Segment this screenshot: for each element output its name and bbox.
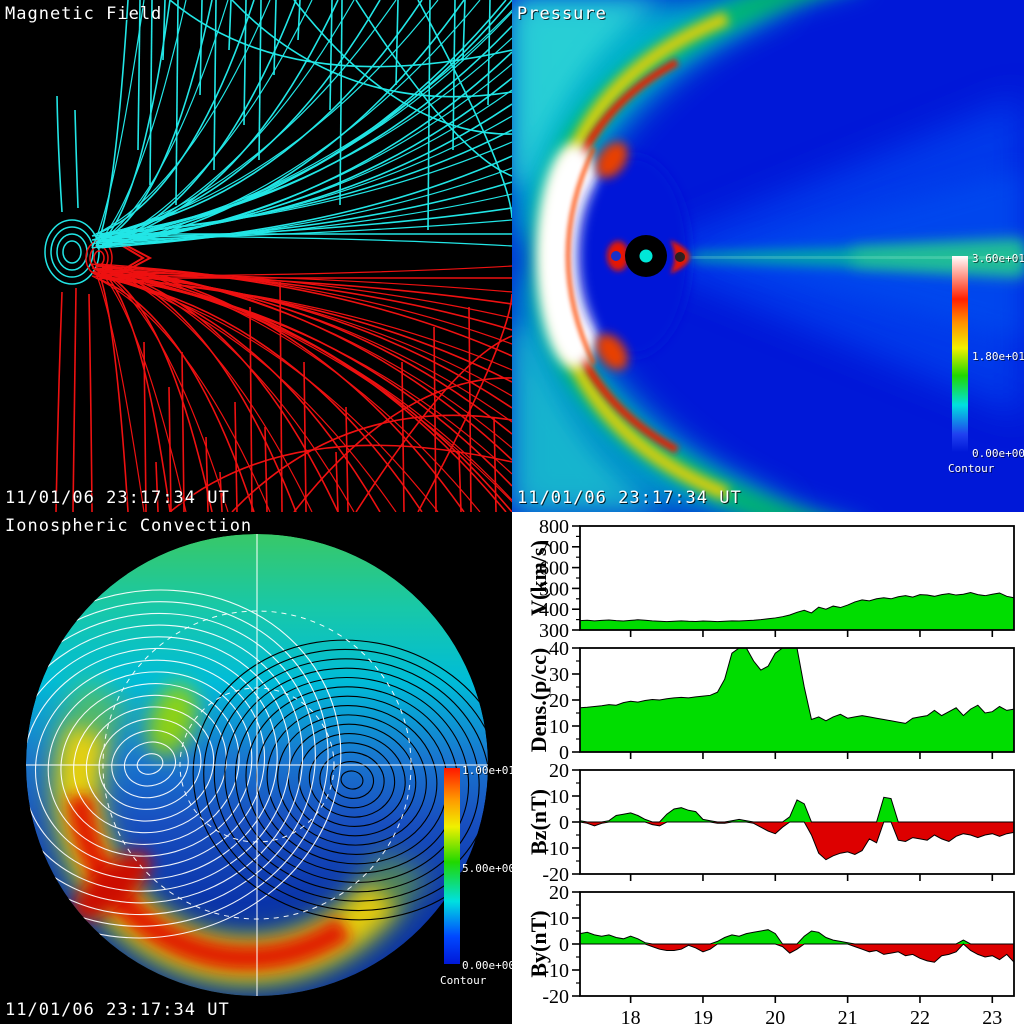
svg-text:30: 30 xyxy=(549,664,569,686)
magnetic-field-timestamp: 11/01/06 23:17:34 UT xyxy=(5,488,230,508)
y-axis-label-0: V(km/s) xyxy=(526,540,551,616)
svg-text:21: 21 xyxy=(838,1007,858,1024)
svg-text:0: 0 xyxy=(559,742,569,764)
svg-text:0: 0 xyxy=(559,812,569,834)
y-axis-label-3: By(nT) xyxy=(526,910,551,977)
ionospheric-convection-title: Ionospheric Convection xyxy=(5,516,253,536)
convection-colorbar-min: 0.00e+00 xyxy=(462,959,512,972)
pressure-title: Pressure xyxy=(517,4,607,24)
magnetic-field-panel: Magnetic Field 11/01/06 23:17:34 UT xyxy=(0,0,512,512)
pressure-timestamp: 11/01/06 23:17:34 UT xyxy=(517,488,742,508)
y-axis-label-1: Dens.(p/cc) xyxy=(526,648,551,752)
svg-text:-10: -10 xyxy=(542,838,569,860)
pressure-colorbar-min: 0.00e+00 xyxy=(972,447,1024,460)
svg-text:22: 22 xyxy=(910,1007,930,1024)
magnetic-field-plot xyxy=(44,0,512,512)
svg-text:800: 800 xyxy=(539,516,569,538)
svg-text:19: 19 xyxy=(693,1007,713,1024)
svg-text:-20: -20 xyxy=(542,986,569,1008)
pressure-colorbar-max: 3.60e+01 xyxy=(972,252,1024,265)
svg-text:20: 20 xyxy=(549,882,569,904)
timeseries-panel-3: -20 -10 0 10 20 18 19 20 21 22 23 By(nT) xyxy=(526,882,1015,1024)
pressure-plot xyxy=(512,0,1024,512)
svg-text:600: 600 xyxy=(539,558,569,580)
convection-colorbar-max: 1.00e+01 xyxy=(462,764,512,777)
svg-text:500: 500 xyxy=(539,578,569,600)
svg-text:10: 10 xyxy=(549,716,569,738)
svg-text:20: 20 xyxy=(549,760,569,782)
pressure-colorbar-mid: 1.80e+01 xyxy=(972,350,1024,363)
solar-wind-timeseries-panel: 300 400 500 600 700 800 V(km/s) 0 10 20 30 40 Dens.(… xyxy=(512,512,1024,1024)
svg-text:20: 20 xyxy=(765,1007,785,1024)
convection-colorbar-caption: Contour xyxy=(440,974,487,987)
svg-text:-20: -20 xyxy=(542,864,569,886)
ionospheric-convection-panel: 1.00e+01 5.00e+00 0.00e+00 Contour Ionos… xyxy=(0,512,512,1024)
convection-colorbar xyxy=(444,768,460,964)
svg-text:0: 0 xyxy=(559,934,569,956)
convection-colorbar-mid: 5.00e+00 xyxy=(462,862,512,875)
svg-text:23: 23 xyxy=(982,1007,1002,1024)
svg-text:20: 20 xyxy=(549,690,569,712)
svg-text:40: 40 xyxy=(549,638,569,660)
pressure-colorbar-caption: Contour xyxy=(948,462,995,475)
svg-text:400: 400 xyxy=(539,599,569,621)
svg-text:10: 10 xyxy=(549,908,569,930)
svg-text:-10: -10 xyxy=(542,960,569,982)
pressure-panel: 3.60e+01 1.80e+01 0.00e+00 Contour Press… xyxy=(512,0,1024,512)
magnetic-field-title: Magnetic Field xyxy=(5,4,163,24)
svg-text:700: 700 xyxy=(539,537,569,559)
ionospheric-convection-timestamp: 11/01/06 23:17:34 UT xyxy=(5,1000,230,1020)
timeseries-panel-2: -20 -10 0 10 20 Bz(nT) xyxy=(526,760,1015,886)
pressure-colorbar xyxy=(952,256,968,452)
ionospheric-convection-plot xyxy=(26,534,488,996)
y-axis-label-2: Bz(nT) xyxy=(526,789,551,855)
svg-text:10: 10 xyxy=(549,786,569,808)
svg-text:300: 300 xyxy=(539,620,569,642)
svg-text:18: 18 xyxy=(621,1007,641,1024)
